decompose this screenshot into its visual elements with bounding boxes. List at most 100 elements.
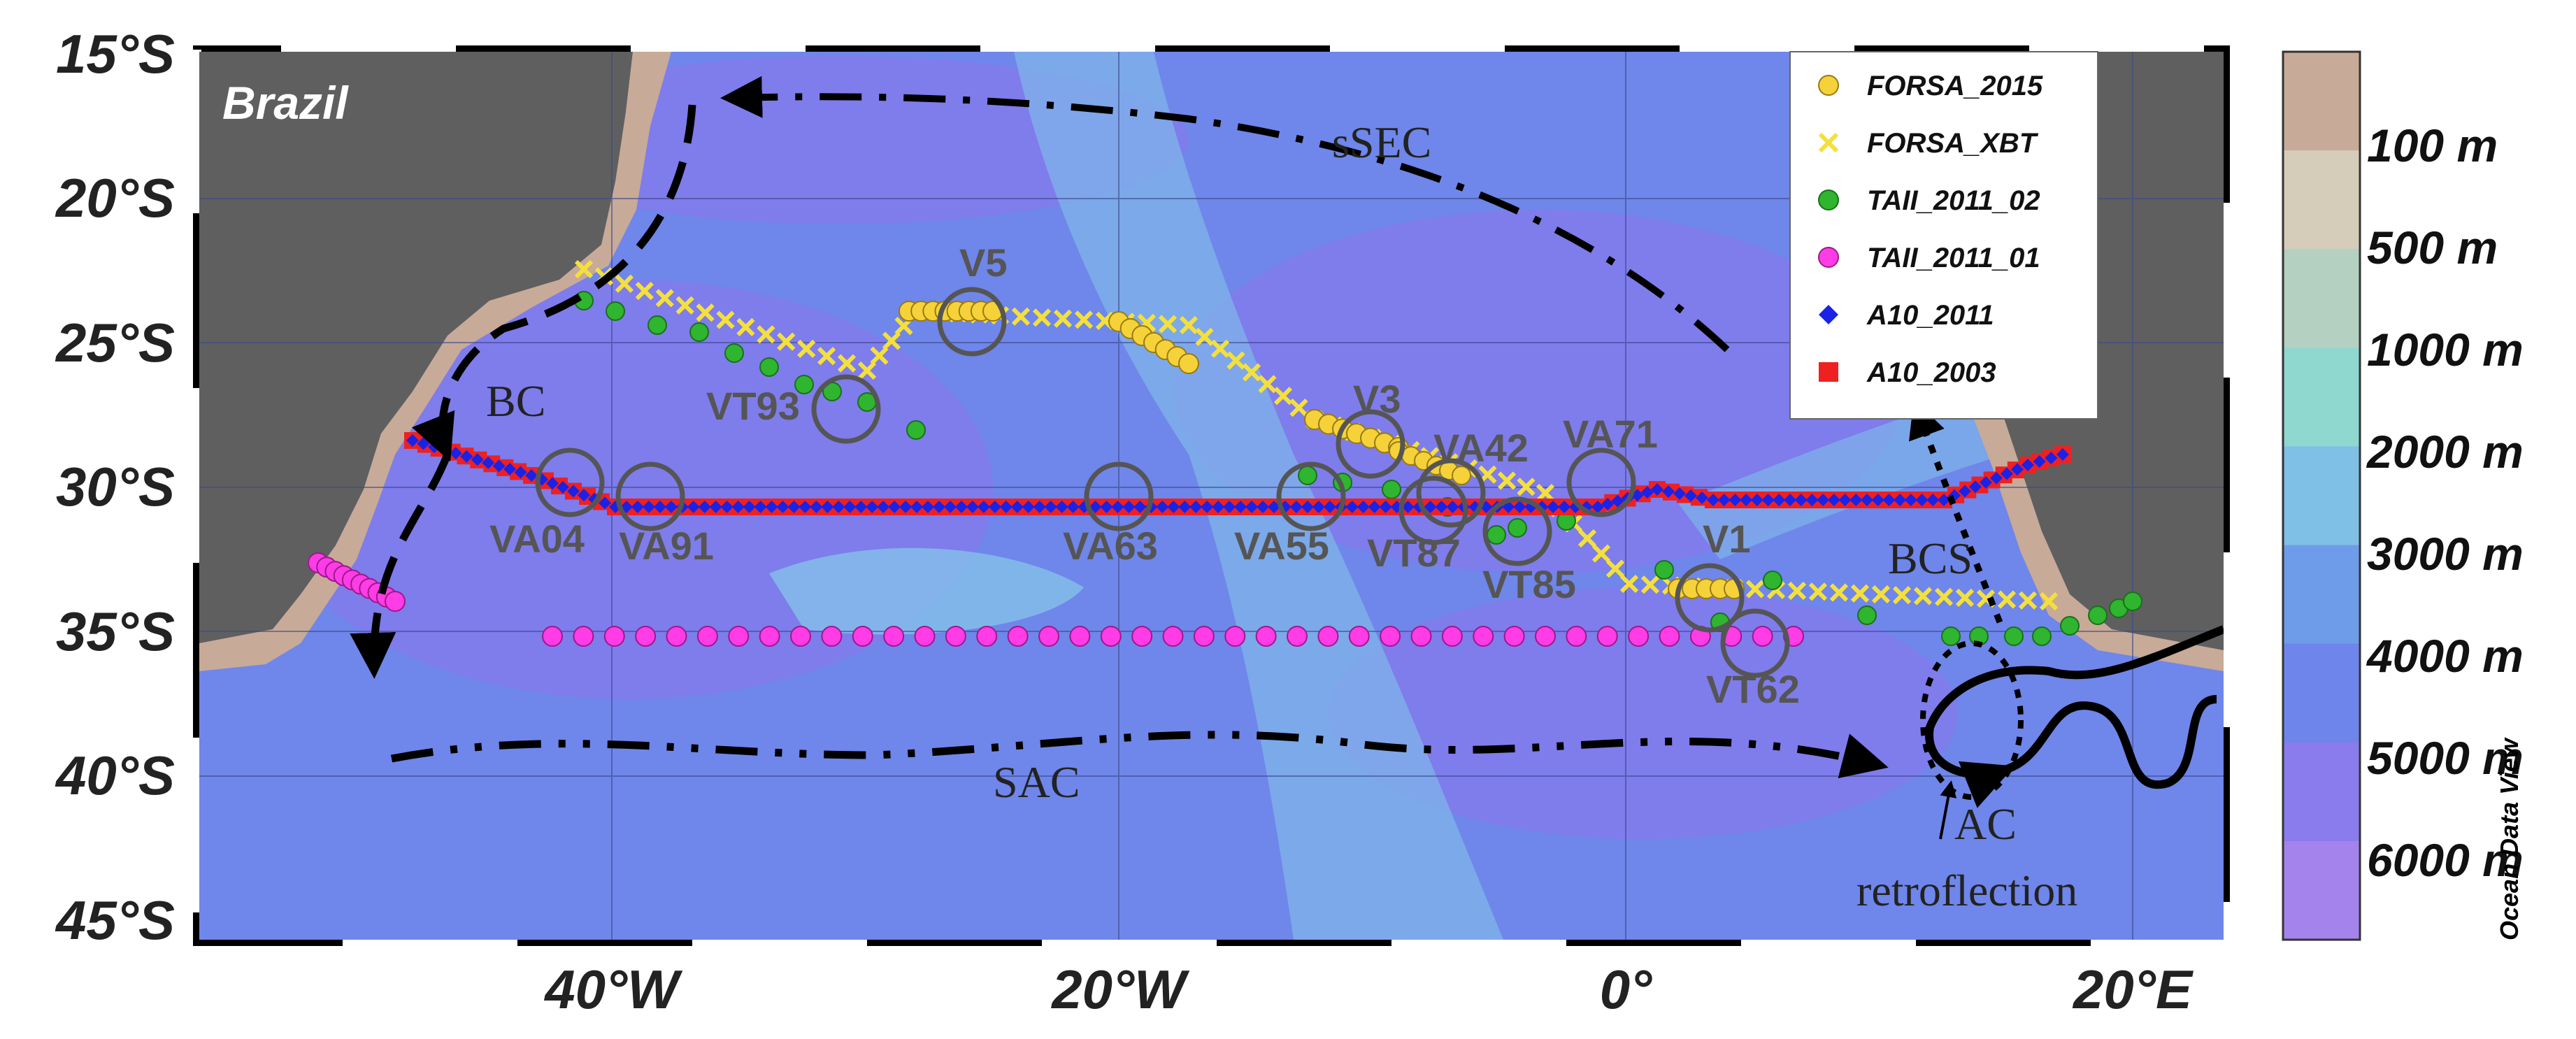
site-label: VA04	[489, 517, 585, 561]
station-marker	[1827, 494, 1840, 506]
station-marker	[1838, 494, 1852, 506]
station-marker	[1605, 559, 1625, 578]
site-circle	[1084, 461, 1154, 531]
station-marker	[883, 626, 905, 647]
station-marker	[603, 626, 625, 647]
station-marker	[482, 456, 495, 469]
station-marker	[1195, 327, 1214, 346]
site-circle	[937, 287, 1007, 357]
current-label-sac: SAC	[993, 757, 1080, 807]
site-circle	[1720, 608, 1790, 678]
station-marker	[1312, 501, 1325, 513]
station-marker	[1805, 494, 1819, 506]
station-marker	[1684, 489, 1697, 502]
station-marker	[1913, 587, 1933, 606]
depth-colorbar	[2282, 50, 2361, 941]
station-marker	[666, 626, 687, 647]
station-marker	[1773, 494, 1786, 506]
site-label: V5	[959, 241, 1008, 285]
colorbar-label: 2000 m	[2367, 426, 2524, 478]
retroflection-pointer	[1939, 780, 1957, 840]
station-marker	[647, 315, 667, 335]
station-marker	[1131, 626, 1153, 647]
station-marker	[1317, 626, 1339, 647]
station-marker	[754, 501, 767, 513]
station-marker	[1074, 310, 1094, 329]
station-marker	[1133, 501, 1147, 513]
station-marker	[1379, 501, 1392, 513]
station-marker	[765, 501, 778, 513]
lat-label: 15°S	[56, 23, 175, 85]
station-marker	[1069, 626, 1091, 647]
station-marker	[635, 281, 654, 301]
lon-label: 20°W	[1052, 959, 1186, 1020]
station-marker	[1651, 483, 1663, 496]
station-marker	[1011, 307, 1031, 326]
station-marker	[1513, 501, 1526, 513]
station-marker	[1980, 476, 1992, 489]
colorbar-segment	[2283, 742, 2360, 842]
station-marker	[1517, 478, 1536, 496]
station-marker	[1245, 501, 1259, 513]
station-marker	[1032, 308, 1052, 327]
station-marker	[615, 274, 634, 293]
station-marker	[854, 501, 868, 513]
station-marker	[1997, 590, 2017, 609]
station-marker	[1849, 494, 1863, 506]
station-marker	[977, 501, 990, 513]
station-tracks	[308, 259, 2142, 647]
station-marker	[910, 501, 924, 513]
station-marker	[759, 357, 779, 377]
station-marker	[1696, 492, 1708, 504]
station-marker	[1707, 494, 1719, 506]
station-marker	[1323, 501, 1336, 513]
station-marker	[1717, 494, 1731, 506]
legend-symbol	[1818, 132, 1839, 153]
station-marker	[1298, 466, 1317, 485]
station-marker	[1535, 626, 1556, 647]
station-marker	[1066, 501, 1080, 513]
legend-label: A10_2003	[1866, 357, 1996, 388]
colorbar-frame	[2282, 50, 2361, 941]
station-marker	[1938, 494, 1950, 506]
station-marker	[1301, 501, 1314, 513]
station-marker	[567, 485, 580, 498]
lat-label: 35°S	[56, 601, 175, 662]
station-marker	[1167, 501, 1180, 513]
station-marker	[1193, 626, 1215, 647]
colorbar-segment	[2283, 446, 2360, 546]
station-marker	[2088, 606, 2108, 625]
station-marker	[1234, 501, 1247, 513]
station-marker	[1010, 501, 1024, 513]
lat-label: 40°S	[56, 745, 175, 806]
lat-label: 20°S	[56, 167, 175, 229]
station-marker	[1348, 626, 1370, 647]
station-marker	[2022, 459, 2034, 471]
site-circle	[1482, 496, 1552, 566]
bc-arrow	[411, 104, 696, 462]
station-marker	[914, 626, 936, 647]
station-marker	[817, 347, 836, 366]
station-marker	[1508, 518, 1527, 538]
station-marker	[525, 469, 538, 482]
station-marker	[777, 332, 796, 351]
station-marker	[837, 354, 857, 373]
legend-label: FORSA_XBT	[1867, 128, 2039, 159]
station-marker	[1673, 487, 1686, 500]
station-marker	[821, 626, 843, 647]
station-marker	[578, 489, 590, 502]
station-marker	[2011, 463, 2024, 476]
site-label: VT93	[706, 384, 800, 428]
colorbar-segment	[2283, 545, 2360, 645]
station-marker	[720, 501, 734, 513]
station-marker	[1111, 501, 1124, 513]
station-marker	[1969, 480, 1982, 494]
station-marker	[1223, 501, 1236, 513]
station-marker	[2123, 592, 2142, 611]
site-label: VT87	[1367, 531, 1461, 575]
station-marker	[1611, 494, 1624, 508]
site-circle	[1566, 447, 1636, 517]
legend-label: TAII_2011_01	[1867, 243, 2040, 273]
station-marker	[1224, 626, 1246, 647]
station-marker	[1287, 626, 1308, 647]
